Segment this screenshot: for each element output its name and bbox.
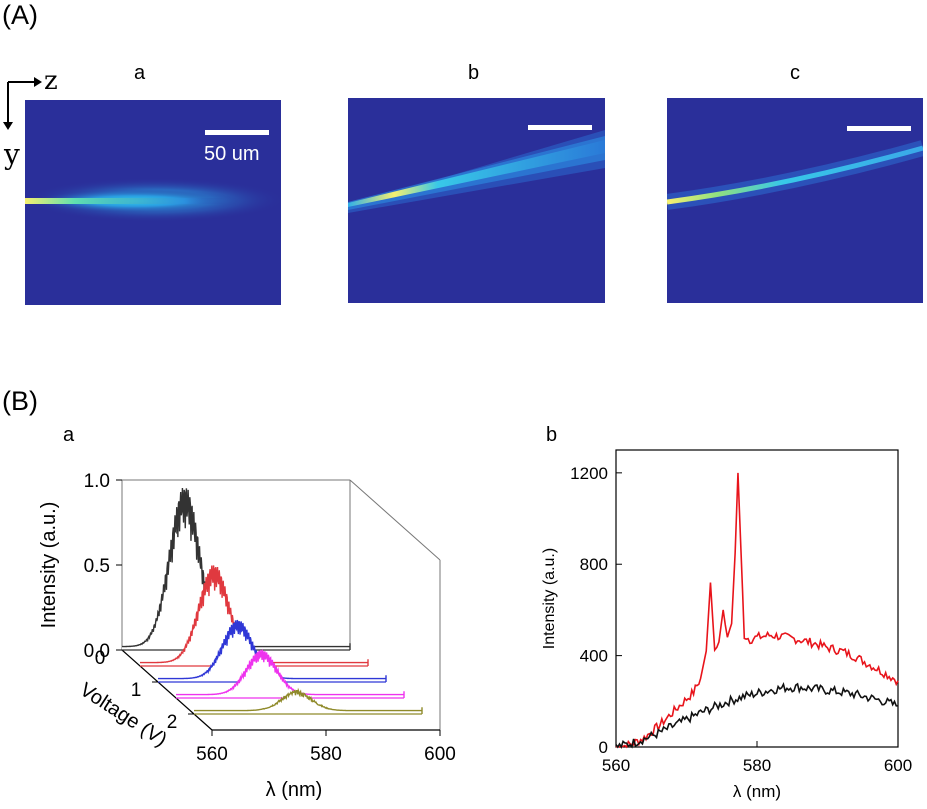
lambda-axis-title: λ (nm) <box>266 779 323 801</box>
lambda-tick-label: 600 <box>424 744 456 765</box>
beam-image-a <box>25 100 281 305</box>
panel-c-letter: c <box>790 62 800 84</box>
axes-indicator <box>3 77 42 130</box>
spectrum-mask-0.5 V <box>140 565 368 666</box>
y-tick-label: 1200 <box>570 464 608 483</box>
y-axis-title: Intensity (a.u.) <box>541 548 558 649</box>
intensity-tick-label: 0.0 <box>84 641 110 662</box>
voltage-tick-label: 0 <box>95 648 106 669</box>
section-label-a: (A) <box>2 0 38 30</box>
y-tick-label: 0 <box>599 738 608 757</box>
x-tick-label: 600 <box>884 756 912 775</box>
scale-label-a: 50 um <box>204 143 260 165</box>
beam-image-c <box>667 98 923 303</box>
beam-image-b <box>348 98 605 303</box>
x-tick-label: 560 <box>602 756 630 775</box>
section-label-b: (B) <box>2 386 38 416</box>
y-tick-label: 800 <box>580 555 608 574</box>
plot-frame <box>615 449 899 748</box>
voltage-axis-line <box>121 649 213 731</box>
z-arrow-icon <box>34 77 42 87</box>
x-axis-title: λ (nm) <box>733 782 781 801</box>
y-arrow-icon <box>3 122 13 130</box>
line-chart: 560 580 600 0 400 800 1200 λ (nm) Intensity (a.u… <box>541 449 912 801</box>
scale-bar-c <box>847 126 911 131</box>
y-axis-label: y <box>4 138 20 171</box>
panel-b-letter: b <box>468 62 480 84</box>
z-axis-label: z <box>44 66 58 96</box>
scale-bar-a <box>205 130 269 135</box>
intensity-tick-label: 1.0 <box>84 471 110 492</box>
spectrum-mask-1 V <box>158 620 386 682</box>
lambda-tick-label: 580 <box>310 744 342 765</box>
panel-b-a-letter: a <box>63 424 75 446</box>
spectrum-2 V <box>194 687 423 714</box>
intensity-tick-label: 0.5 <box>84 556 110 577</box>
panel-b-b-letter: b <box>546 424 558 446</box>
x-tick-label: 580 <box>743 756 771 775</box>
lambda-tick-label: 560 <box>196 744 228 765</box>
voltage-tick-label: 2 <box>167 712 178 733</box>
y-tick-label: 400 <box>580 647 608 666</box>
voltage-axis-title: Voltage (V) <box>76 679 171 751</box>
spectrum-mask-2 V <box>194 690 422 714</box>
series-line-red <box>615 472 899 749</box>
voltage-tick-label: 1 <box>131 680 142 701</box>
panel-a-letter: a <box>134 62 146 84</box>
top-right-edge <box>349 479 441 561</box>
series-line-black <box>615 681 899 749</box>
spectrum-1.5 V <box>176 648 405 698</box>
intensity-axis-title: Intensity (a.u.) <box>38 502 60 629</box>
scale-bar-b <box>528 125 592 130</box>
